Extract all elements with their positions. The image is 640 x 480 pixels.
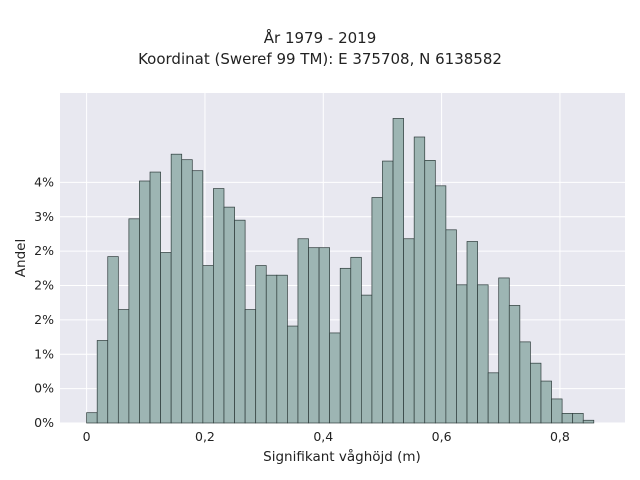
histogram-bar [413, 136, 426, 424]
histogram-bar [234, 219, 246, 424]
histogram-bar [530, 362, 542, 424]
histogram-bar [96, 340, 109, 424]
y-tick-label: 0% [34, 415, 54, 430]
y-tick-label: 2% [34, 312, 54, 327]
histogram-bar [255, 265, 267, 424]
histogram-bar [86, 412, 98, 424]
histogram-bar [139, 180, 151, 424]
histogram-bar [508, 305, 521, 424]
histogram-bar [382, 160, 394, 424]
x-tick-label: 0,2 [195, 429, 215, 444]
histogram-bar [392, 118, 404, 424]
histogram-bar [181, 159, 193, 424]
y-axis-label: Andel [13, 239, 29, 277]
histogram-bar [213, 188, 225, 424]
histogram-bar [117, 309, 130, 424]
x-tick-label: 0 [83, 429, 91, 444]
histogram-bar [551, 398, 563, 424]
chart-subtitle: Koordinat (Sweref 99 TM): E 375708, N 61… [138, 50, 502, 68]
histogram-bar [170, 153, 183, 424]
histogram-bar [128, 218, 140, 424]
y-tick-label: 3% [34, 209, 54, 224]
histogram-bar [519, 341, 531, 424]
y-tick-label: 2% [34, 278, 54, 293]
x-axis-label: Signifikant våghöjd (m) [263, 448, 421, 465]
y-tick-label: 1% [34, 346, 54, 361]
x-tick-label: 0,6 [432, 429, 452, 444]
histogram-bar [329, 332, 341, 424]
histogram-bar [107, 256, 119, 424]
y-tick-label: 0% [34, 381, 54, 396]
histogram-bar [223, 206, 235, 424]
histogram-bar [445, 229, 457, 424]
histogram-bar [466, 241, 478, 424]
y-tick-label: 2% [34, 243, 54, 258]
histogram-bar [487, 372, 500, 424]
histogram-bar [360, 294, 373, 424]
histogram-bar [561, 413, 574, 424]
histogram-bar [202, 265, 214, 424]
x-tick-label: 0,8 [550, 429, 570, 444]
histogram-bar [191, 170, 204, 424]
histogram-bar [160, 252, 172, 424]
histogram-bar [287, 325, 299, 424]
histogram-bar [582, 419, 595, 424]
histogram-bar [318, 247, 330, 424]
histogram-bar [265, 274, 278, 424]
histogram-bar [244, 309, 257, 424]
histogram-bar [339, 267, 352, 424]
histogram-bar [424, 160, 436, 424]
histogram-bar [371, 197, 383, 424]
histogram-bar [403, 238, 415, 424]
histogram-bar [350, 256, 362, 424]
histogram-bar [498, 277, 510, 424]
histogram-bar [434, 185, 447, 424]
histogram-bar [477, 284, 489, 424]
histogram-bar [276, 274, 288, 424]
histogram-bar [308, 247, 320, 424]
histogram-bar [540, 380, 552, 424]
histogram-bar [456, 284, 468, 424]
histogram-bar [297, 238, 309, 424]
y-tick-label: 4% [34, 174, 54, 189]
histogram-bar [572, 413, 584, 424]
x-tick-label: 0,4 [313, 429, 333, 444]
chart-title: År 1979 - 2019 [263, 29, 377, 47]
histogram-bar [149, 171, 161, 424]
